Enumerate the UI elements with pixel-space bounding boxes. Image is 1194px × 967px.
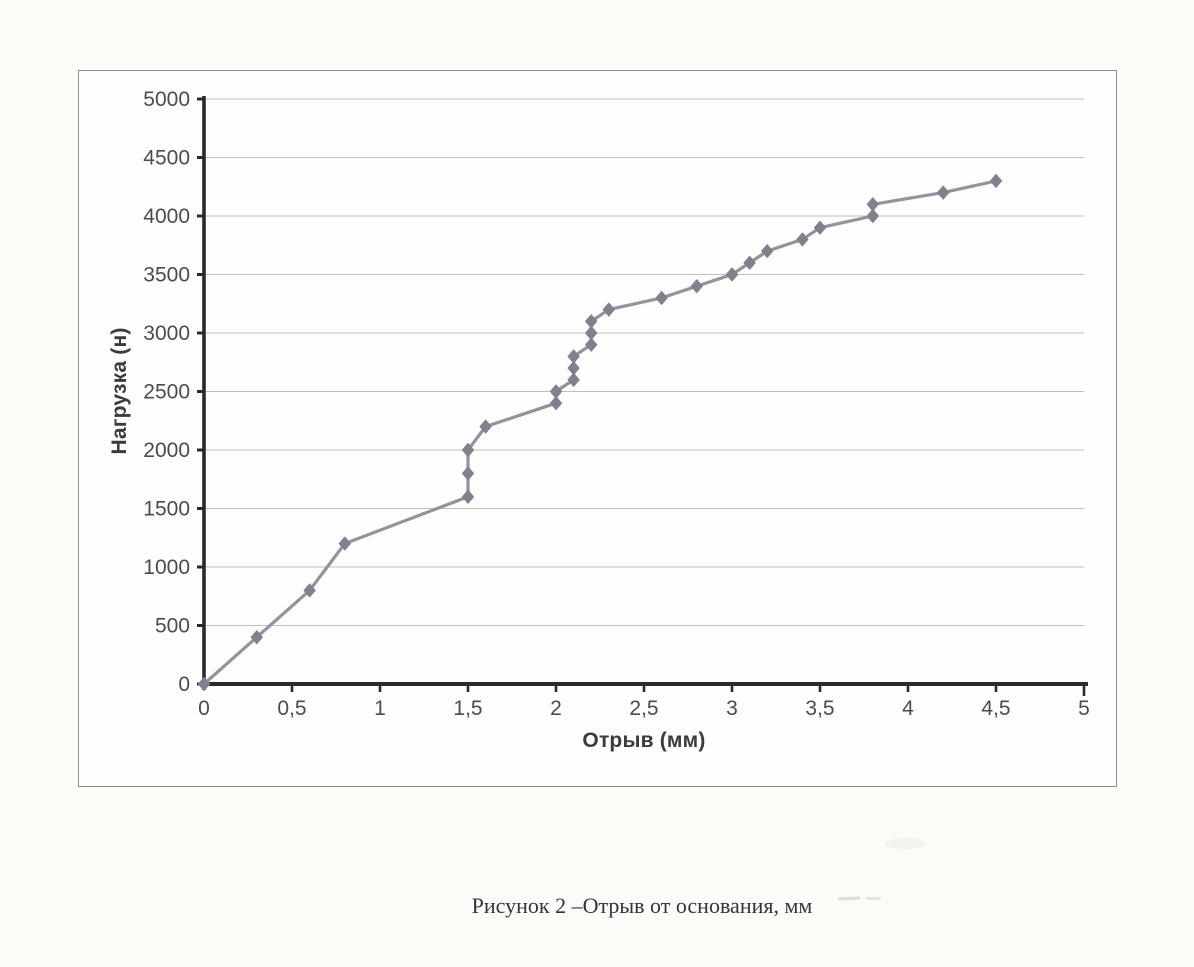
data-point-marker: [585, 337, 598, 352]
data-point-marker: [585, 326, 598, 340]
x-tick-label: 1,5: [453, 697, 482, 720]
data-point-marker: [761, 244, 774, 259]
data-point-marker: [743, 255, 756, 270]
data-point-marker: [338, 536, 351, 551]
x-tick-label: 0: [198, 697, 210, 720]
y-tick-label: 500: [155, 615, 190, 638]
x-tick-label: 3: [726, 697, 738, 720]
x-tick-label: 1: [374, 697, 386, 720]
data-point-marker: [937, 185, 950, 200]
x-tick-label: 2: [550, 697, 562, 720]
data-point-marker: [602, 302, 615, 317]
data-point-marker: [655, 290, 668, 305]
data-point-marker: [989, 173, 1003, 188]
data-point-marker: [796, 232, 809, 247]
x-tick-label: 0,5: [277, 697, 306, 720]
data-point-marker: [461, 443, 475, 457]
data-point-marker: [303, 583, 316, 598]
figure-caption: Рисунок 2 –Отрыв от основания, мм: [471, 893, 813, 918]
y-tick-label: 0: [178, 673, 190, 696]
x-tick-label: 2,5: [629, 697, 658, 720]
y-tick-label: 2500: [143, 381, 190, 404]
data-point-marker: [250, 630, 263, 645]
y-tick-label: 2000: [143, 439, 190, 462]
data-point-marker: [461, 466, 475, 481]
data-point-marker: [479, 419, 492, 434]
data-point-marker: [690, 279, 703, 294]
data-point-marker: [549, 384, 563, 399]
x-axis-title: Отрыв (мм): [582, 729, 706, 752]
data-point-marker: [585, 314, 598, 329]
data-point-marker: [567, 361, 580, 376]
series-line: [202, 179, 998, 686]
y-tick-label: 5000: [143, 88, 190, 111]
scan-artifact: [866, 897, 881, 900]
data-point-marker: [813, 220, 827, 235]
y-axis-title: Нагрузка (н): [108, 327, 131, 455]
data-point-marker: [567, 349, 580, 364]
data-point-marker: [549, 396, 563, 411]
scan-artifact: [885, 838, 927, 849]
y-tick-label: 4500: [143, 147, 190, 170]
data-point-marker: [461, 489, 475, 504]
data-point-marker: [866, 197, 879, 212]
y-tick-label: 1500: [143, 498, 190, 521]
data-point-marker: [866, 209, 879, 223]
x-tick-label: 3,5: [805, 697, 834, 720]
chart-frame: 0 500 1000 1500 2000 2500 3000 3500 4000 4500 5000…: [78, 70, 1117, 787]
y-tick-label: 3500: [143, 264, 190, 287]
line-chart: 0 500 1000 1500 2000 2500 3000 3500 4000 4500 5000…: [143, 88, 1090, 720]
y-tick-label: 4000: [143, 205, 190, 228]
x-tick-label: 4,5: [981, 697, 1010, 720]
x-tick-label: 5: [1078, 697, 1090, 720]
y-tick-label: 1000: [143, 556, 190, 579]
data-point-marker: [725, 267, 739, 282]
data-point-marker: [197, 677, 211, 691]
x-tick-label: 4: [902, 697, 914, 720]
data-point-marker: [567, 372, 580, 387]
y-tick-label: 3000: [143, 322, 190, 345]
